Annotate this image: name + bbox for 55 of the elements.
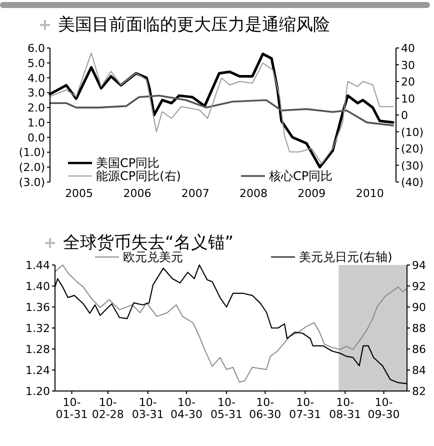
y2-tick-label: 92 [412,280,426,293]
y2-tick-label: (40) [401,176,424,189]
y-tick-label: (1.0) [18,146,45,160]
y2-tick-label: 82 [412,385,426,398]
y2-tick-label: 90 [412,301,426,314]
legend-label: 美元兑日元(右轴) [299,250,392,264]
x-tick-label: 2005 [65,187,94,200]
y-tick-label: 4.0 [28,72,45,85]
y2-tick-label: 40 [401,42,415,55]
y2-tick-label: 20 [401,76,415,88]
x-tick-label: 2008 [240,187,268,200]
x-tick-label: 2007 [181,187,210,200]
x-tick-label: 10- 04-30 [170,396,202,421]
y-tick-label: (3.0) [18,176,45,189]
y-tick-label: (2.0) [18,161,45,174]
y-tick-label: 2.0 [28,102,45,115]
y2-tick-label: 30 [401,58,415,72]
y-tick-label: 6.0 [28,42,45,55]
y-tick-label: 1.44 [26,259,50,272]
y2-tick-label: 0 [401,109,408,122]
x-tick-label: 10- 01-31 [56,396,88,421]
chart-title: 美国目前面临的更大压力是通缩风险 [58,15,330,35]
y-tick-label: 5.0 [28,56,45,70]
y2-tick-label: (10) [401,126,424,139]
legend-label: 美国CP同比 [96,156,160,170]
x-tick-label: 10- 03-31 [132,396,164,421]
x-tick-label: 10- 08-31 [329,396,362,421]
x-tick-label: 10- 06-30 [249,396,282,421]
y-tick-label: 1.36 [26,301,50,314]
y2-tick-label: 86 [412,343,426,356]
y2-tick-label: (20) [401,142,424,156]
x-tick-label: 10- 05-31 [210,396,242,421]
y-tick-label: 0.0 [28,131,45,144]
x-tick-label: 10- 02-28 [92,396,124,421]
y2-tick-label: 94 [412,259,426,272]
legend-label: 欧元兑美元 [123,250,183,264]
x-tick-label: 2006 [123,187,152,200]
y2-tick-label: 10 [401,92,415,106]
y-tick-label: 3.0 [28,86,45,100]
y2-tick-label: (30) [401,159,424,172]
legend-label: 能源CP同比(右) [96,169,181,183]
y-tick-label: 1.40 [26,280,50,293]
y-tick-label: 1.28 [26,343,50,356]
y-tick-label: 1.20 [26,385,50,398]
y-tick-label: 1.32 [26,322,50,335]
line-series [49,94,394,126]
legend-label: 核心CP同比 [268,169,333,183]
x-tick-label: 2009 [298,187,326,200]
y2-tick-label: 84 [412,364,426,377]
y2-tick-label: 88 [412,322,426,335]
y-tick-label: 1.24 [26,364,50,377]
x-tick-label: 2010 [356,187,384,200]
y-tick-label: 1.0 [28,116,45,130]
x-tick-label: 10- 07-31 [289,396,322,421]
x-tick-label: 10- 09-30 [368,396,400,421]
